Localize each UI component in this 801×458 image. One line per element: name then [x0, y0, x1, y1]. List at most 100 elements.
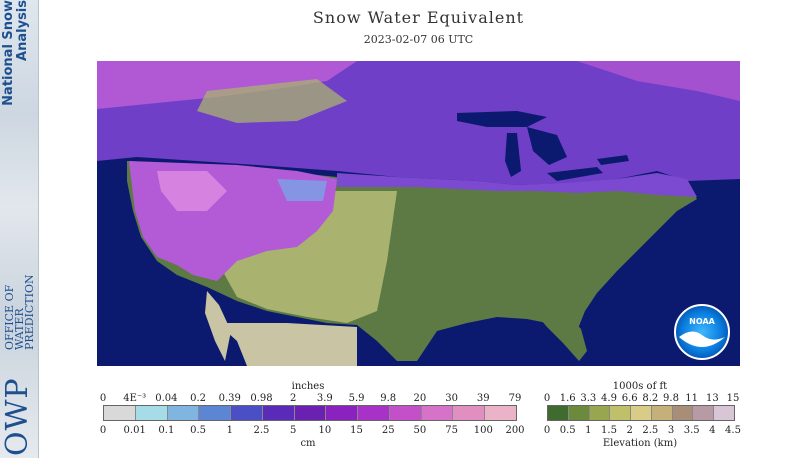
elev-top-tick: 9.8	[663, 393, 679, 404]
swe-bottom-tick: 1	[226, 425, 233, 436]
sidebar-title-line1: National Snow	[1, 0, 16, 106]
swe-top-tick: 39	[476, 393, 490, 404]
swe-color-3	[199, 406, 232, 420]
swe-top-tick: 0.04	[155, 393, 178, 404]
swe-top-tick: 2	[289, 393, 297, 404]
swe-bottom-tick: 0	[99, 425, 107, 436]
elev-top-tick: 8.2	[642, 393, 659, 404]
elev-bottom-tick: 1	[585, 425, 592, 436]
swe-bottom-tick: 0.5	[190, 425, 207, 436]
lake-superior	[457, 111, 547, 127]
elev-bottom-tick: 2	[626, 425, 633, 436]
swe-top-tick: 79	[508, 393, 522, 404]
swe-top-tick: 0.2	[190, 393, 207, 404]
swe-top-tick: 0.39	[218, 393, 241, 404]
elev-top-unit: 1000s of ft	[612, 381, 668, 392]
swe-color-4	[231, 406, 263, 420]
elev-bottom-tick: 4	[709, 425, 716, 436]
elev-color-6	[672, 406, 694, 420]
swe-color-8	[358, 406, 390, 420]
elev-bottom-tick: 4.5	[725, 425, 741, 436]
noaa-logo: NOAA	[674, 304, 730, 360]
elev-top-tick: 0	[543, 393, 551, 404]
elev-color-2	[589, 406, 611, 420]
baja	[205, 291, 231, 361]
elev-color-4	[631, 406, 652, 420]
swe-top-tick: 20	[413, 393, 427, 404]
swe-color-12	[485, 406, 516, 420]
elev-top-tick: 1.6	[559, 393, 576, 404]
swe-top-unit: inches	[291, 381, 325, 392]
elev-top-tick: 4.9	[601, 393, 617, 404]
swe-color-5	[262, 406, 295, 420]
swe-bottom-tick: 2.5	[253, 425, 270, 436]
swe-top-tick: 0	[99, 393, 107, 404]
swe-color-2	[167, 406, 200, 420]
elev-top-tick: 15	[726, 393, 740, 404]
swe-color-11	[453, 406, 486, 420]
swe-top-tick: 3.9	[316, 393, 333, 404]
swe-color-7	[326, 406, 359, 420]
elev-color-5	[651, 406, 673, 420]
northern-snow	[337, 173, 697, 197]
swe-bottom-tick: 0.01	[123, 425, 146, 436]
swe-bottom-tick: 15	[350, 425, 363, 436]
mexico	[217, 323, 357, 366]
elevation-colorbar	[547, 405, 735, 421]
snow-map: NOAA	[97, 61, 740, 366]
elev-bottom-tick: 3.5	[683, 425, 700, 436]
swe-colorbar	[103, 405, 517, 421]
lake-ontario	[597, 155, 629, 165]
swe-top-tick: 0.98	[250, 393, 273, 404]
swe-bottom-unit: cm	[300, 438, 316, 449]
elev-color-3	[610, 406, 632, 420]
elev-bottom-unit: Elevation (km)	[602, 438, 678, 449]
elev-color-7	[693, 406, 715, 420]
lake-erie	[547, 167, 603, 181]
swe-top-tick: 9.8	[380, 393, 397, 404]
owp-logo: OWP	[0, 377, 35, 456]
swe-bottom-tick: 200	[505, 425, 525, 436]
map-timestamp: 2023-02-07 06 UTC	[363, 33, 474, 46]
swe-color-0	[104, 406, 136, 420]
sidebar-title-line2: Analysis	[15, 0, 30, 61]
swe-bottom-tick: 10	[318, 425, 332, 436]
elev-top-tick: 13	[705, 393, 719, 404]
elev-bottom-tick: 0	[543, 425, 551, 436]
lake-huron	[527, 127, 567, 165]
swe-bottom-tick: 50	[413, 425, 427, 436]
elev-top-tick: 6.6	[621, 393, 638, 404]
swe-bottom-tick: 5	[289, 425, 297, 436]
map-title: Snow Water Equivalent	[312, 8, 525, 27]
noaa-logo-text: NOAA	[689, 317, 715, 326]
office-name: OFFICE OF WATER PREDICTION	[3, 270, 36, 350]
elev-bottom-tick: 0.5	[559, 425, 576, 436]
elev-color-0	[548, 406, 569, 420]
swe-top-tick: 4E⁻³	[123, 393, 147, 404]
sidebar-title: National Snow Analysis	[1, 0, 30, 122]
elev-top-tick: 11	[685, 393, 699, 404]
lake-michigan	[505, 133, 521, 177]
swe-color-6	[294, 406, 327, 420]
mountain-highlights	[157, 171, 227, 211]
swe-color-9	[389, 406, 422, 420]
elev-top-tick: 3.3	[580, 393, 597, 404]
swe-bottom-tick: 75	[445, 425, 458, 436]
elev-bottom-tick: 3	[667, 425, 675, 436]
canada-green	[197, 79, 347, 123]
canada-north-east	[577, 61, 740, 101]
office-line3: PREDICTION	[23, 274, 36, 350]
swe-bottom-tick: 0.1	[158, 425, 175, 436]
mountain-blue	[277, 179, 327, 201]
canada-pink	[97, 61, 357, 109]
elev-bottom-tick: 2.5	[642, 425, 659, 436]
swe-top-tick: 5.9	[348, 393, 365, 404]
swe-color-10	[421, 406, 454, 420]
swe-bottom-tick: 100	[473, 425, 493, 436]
swe-top-tick: 30	[445, 393, 458, 404]
elev-color-8	[714, 406, 735, 420]
sidebar: National Snow Analysis OFFICE OF WATER P…	[0, 0, 39, 458]
swe-color-1	[135, 406, 168, 420]
elev-bottom-tick: 1.5	[601, 425, 617, 436]
swe-bottom-tick: 25	[381, 425, 395, 436]
